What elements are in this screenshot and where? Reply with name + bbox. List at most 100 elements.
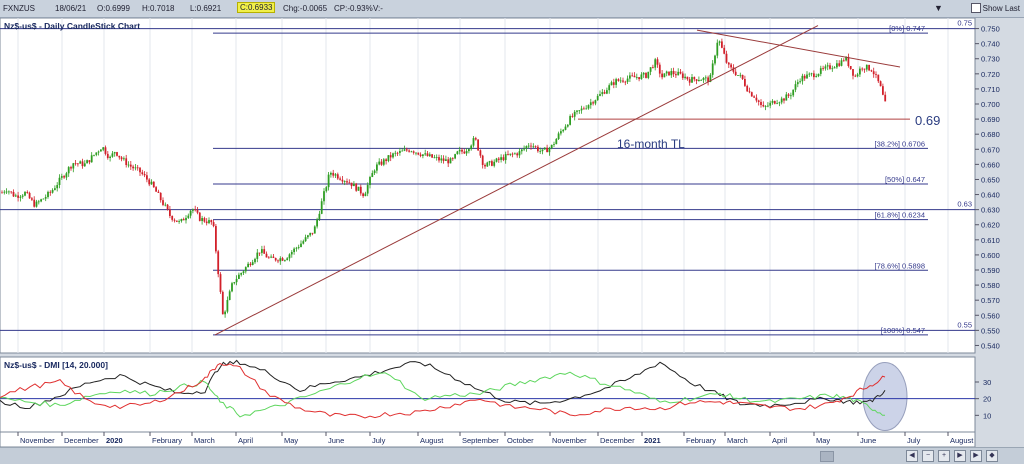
time-axis-labels: November December 2020 February March April Ma… [17, 432, 974, 445]
candle-body [279, 258, 282, 262]
symbol-label[interactable]: FXNZUS [3, 4, 35, 13]
candle-body [525, 146, 528, 149]
candle-body [594, 100, 597, 104]
candle-body [691, 77, 693, 83]
candle-body [113, 152, 116, 154]
scrollbar[interactable]: ◀ − + ▶ ▶ ◆ [0, 447, 1024, 464]
scroll-thumb[interactable] [820, 451, 834, 462]
candle-body [658, 64, 661, 74]
quote-toolbar: FXNZUS 18/06/21 O:0.6999 H:0.7018 L:0.69… [0, 0, 1024, 18]
candle-body [125, 158, 128, 165]
candle-body [539, 151, 542, 152]
candle-body [449, 158, 452, 164]
candle-body [426, 153, 429, 157]
candle-body [212, 222, 215, 227]
candle-body [316, 219, 318, 227]
candle-body [118, 155, 121, 158]
chart-canvas: [0%] 0.747[38.2%] 0.6706[50%] 0.647[61.8… [0, 18, 1000, 447]
candle-body [725, 53, 728, 63]
show-last-checkbox[interactable] [970, 3, 981, 13]
candle-body [516, 153, 519, 156]
candle-body [769, 102, 772, 106]
candle-body [589, 102, 592, 106]
candle-body [244, 267, 247, 272]
candle-body [178, 221, 180, 222]
high-label: H:0.7018 [142, 4, 175, 13]
candle-body [341, 179, 344, 182]
candle-body [134, 167, 137, 169]
candle-body [311, 232, 314, 234]
candle-body [175, 220, 178, 222]
candle-body [185, 217, 187, 221]
y-tick-label: 0.700 [981, 100, 1000, 109]
candle-body [624, 81, 627, 83]
candle-body [143, 174, 146, 176]
candle-body [693, 77, 696, 80]
candle-body [877, 74, 880, 82]
candle-body [709, 74, 712, 83]
candle-body [17, 195, 19, 198]
candle-body [104, 147, 107, 154]
candle-body [753, 96, 755, 98]
candle-body [56, 185, 59, 189]
candle-body [228, 291, 231, 300]
x-tick-label: February [686, 436, 716, 445]
candle-body [309, 232, 312, 236]
candle-body [847, 56, 850, 66]
zoom-out-icon[interactable]: − [922, 450, 934, 462]
trendlines [214, 25, 901, 336]
candle-body [14, 195, 17, 197]
candle-body [642, 72, 645, 75]
zoom-in-icon[interactable]: + [938, 450, 950, 462]
candle-body [203, 218, 206, 222]
candle-body [187, 215, 190, 218]
candle-body [870, 70, 873, 72]
chevron-down-icon[interactable]: ▼ [934, 3, 943, 13]
candle-body [580, 108, 583, 111]
close-label: C:0.6933 [237, 2, 276, 13]
candle-body [81, 161, 84, 167]
candle-body [249, 263, 252, 265]
candle-body [723, 47, 726, 54]
candle-body [281, 258, 284, 261]
scroll-right-icon[interactable]: ▶ [954, 450, 966, 462]
candle-body [74, 163, 77, 165]
candle-body [169, 209, 171, 216]
candle-body [668, 71, 670, 76]
candle-body [672, 71, 675, 75]
candle-body [629, 75, 631, 79]
scroll-end-icon[interactable]: ▶ [970, 450, 982, 462]
candle-body [702, 77, 705, 80]
candle-body [541, 149, 544, 152]
candle-body [336, 174, 339, 179]
show-last-control[interactable]: Show Last [970, 3, 1020, 13]
candle-body [233, 282, 236, 284]
candle-body [330, 172, 332, 175]
candle-body [447, 159, 450, 164]
candle-body [31, 198, 33, 200]
candle-body [403, 149, 406, 151]
y-tick-label: 0.720 [981, 70, 1000, 79]
y-tick-label: 0.590 [981, 266, 1000, 275]
change-pct-label: CP:-0.93% [334, 4, 373, 13]
candle-body [440, 158, 443, 161]
candle-body [313, 226, 316, 234]
candle-body [647, 71, 650, 78]
x-tick-label: 2021 [644, 436, 661, 445]
candle-body [665, 71, 668, 74]
y-tick-label: 0.620 [981, 221, 1000, 230]
scroll-left-icon[interactable]: ◀ [906, 450, 918, 462]
candle-body [631, 75, 634, 77]
candle-body [546, 147, 548, 153]
candle-body [852, 69, 854, 76]
scroll-reset-icon[interactable]: ◆ [986, 450, 998, 462]
candle-body [799, 81, 801, 83]
candle-body [224, 311, 226, 315]
candle-body [60, 176, 63, 178]
price-chart-title: Nz$-us$ - Daily CandleStick Chart [4, 21, 140, 31]
candle-body [826, 65, 829, 67]
dmi-y-tick-label: 30 [983, 378, 991, 387]
candle-body [284, 260, 286, 261]
candle-body [24, 192, 26, 196]
low-label: L:0.6921 [190, 4, 222, 13]
